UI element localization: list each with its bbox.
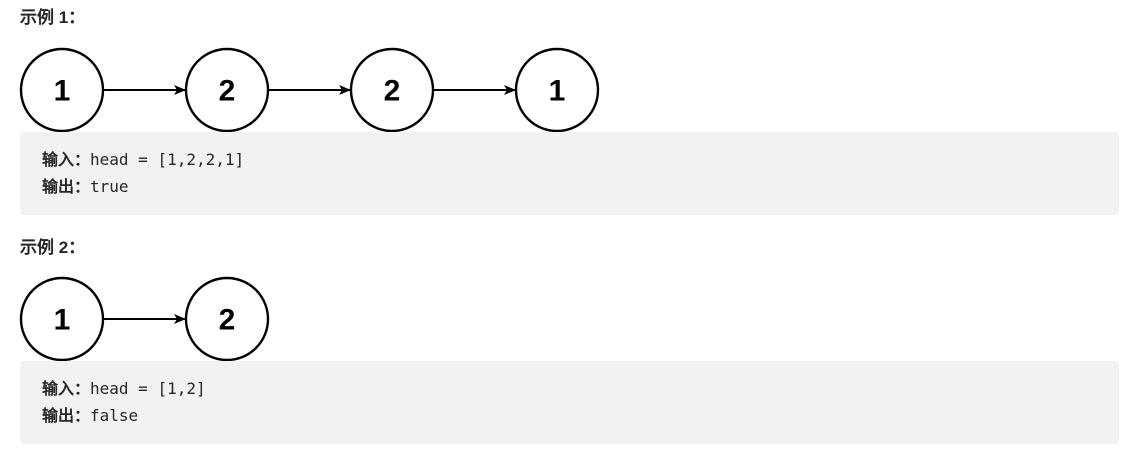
list-node: 2 [184,47,270,133]
list-node: 1 [19,47,105,133]
list-node-value: 1 [54,304,71,337]
input-label: 输入： [42,379,91,398]
output-value: false [90,406,139,425]
list-node-value: 2 [219,304,236,337]
list-node-value: 2 [219,75,236,108]
list-node-value: 2 [384,75,401,108]
example-1-code-block: 输入：head = [1,2,2,1] 输出：true [20,132,1119,215]
list-node: 2 [349,47,435,133]
example-2-code-block: 输入：head = [1,2] 输出：false [20,361,1119,444]
input-label: 输入： [42,150,91,169]
output-line: 输出：false [42,402,1119,429]
output-value: true [90,177,129,196]
output-label: 输出： [42,406,91,425]
input-line: 输入：head = [1,2] [42,375,1119,402]
example-2-linked-list-diagram: 1 2 [19,276,270,362]
list-node: 1 [19,276,105,362]
list-node: 2 [184,276,270,362]
input-value: head = [1,2] [90,379,206,398]
example-1-linked-list-diagram: 1 2 2 1 [19,47,600,133]
input-line: 输入：head = [1,2,2,1] [42,146,1119,173]
list-node: 1 [514,47,600,133]
output-line: 输出：true [42,173,1119,200]
output-label: 输出： [42,177,91,196]
example-2-heading: 示例 2： [20,238,86,257]
input-value: head = [1,2,2,1] [90,150,245,169]
example-1-heading: 示例 1： [20,8,86,27]
list-node-value: 1 [54,75,71,108]
list-node-value: 1 [549,75,566,108]
